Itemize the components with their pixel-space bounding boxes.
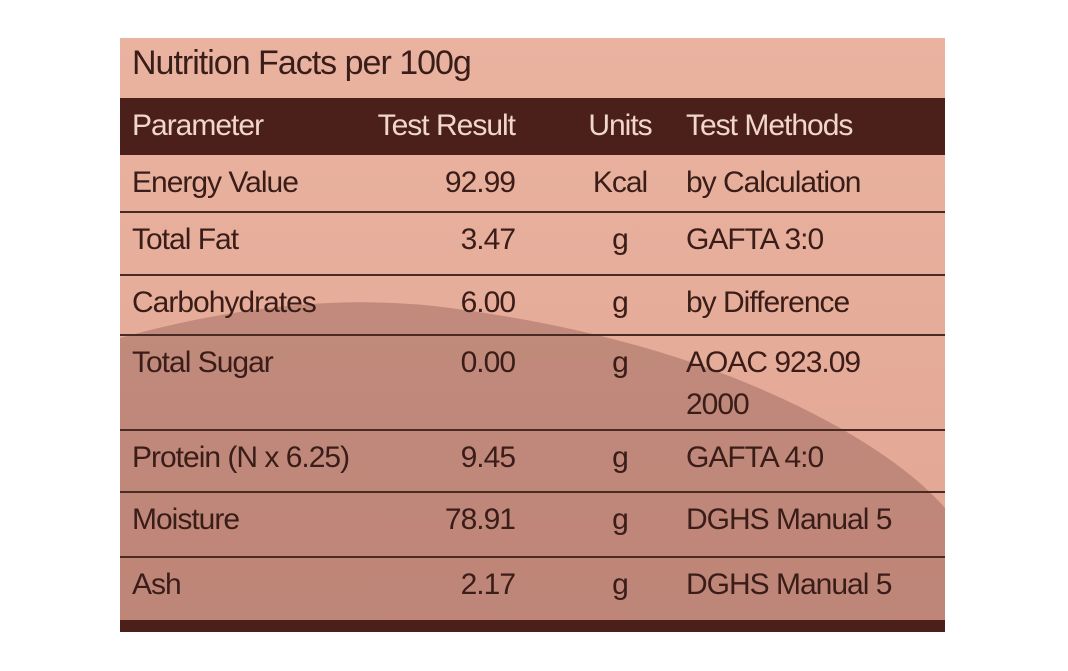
parameter: Total Fat xyxy=(132,223,239,256)
test-result: 6.00 xyxy=(460,286,516,319)
nutrition-label: Nutrition Facts per 100g Parameter Test R… xyxy=(120,38,945,632)
footer-bar xyxy=(120,620,945,632)
test-method: by Calculation xyxy=(686,166,861,199)
test-method: GAFTA 3:0 xyxy=(686,223,824,256)
test-method: by Difference xyxy=(686,286,850,319)
parameter: Ash xyxy=(132,568,182,601)
test-result: 78.91 xyxy=(444,503,516,536)
row-divider xyxy=(120,334,945,336)
test-result: 92.99 xyxy=(444,166,516,199)
unit: Kcal xyxy=(592,166,648,199)
row-divider xyxy=(120,556,945,558)
header-result: Test Result xyxy=(377,109,516,142)
header-methods: Test Methods xyxy=(686,109,853,142)
parameter: Energy Value xyxy=(132,166,299,199)
test-result: 0.00 xyxy=(460,346,516,379)
header-parameter: Parameter xyxy=(132,109,264,142)
header-units: Units xyxy=(588,109,652,142)
parameter: Total Sugar xyxy=(132,346,274,379)
test-result: 3.47 xyxy=(460,223,516,256)
row-divider xyxy=(120,274,945,276)
label-title: Nutrition Facts per 100g xyxy=(132,44,472,82)
parameter: Protein (N x 6.25) xyxy=(132,441,350,474)
row-divider xyxy=(120,211,945,213)
test-method: 2000 xyxy=(686,388,750,421)
unit: g xyxy=(612,441,629,474)
parameter: Carbohydrates xyxy=(132,286,317,319)
test-method: GAFTA 4:0 xyxy=(686,441,824,474)
test-result: 2.17 xyxy=(460,568,516,601)
row-divider xyxy=(120,491,945,493)
row-divider xyxy=(120,429,945,431)
unit: g xyxy=(612,568,629,601)
parameter: Moisture xyxy=(132,503,240,536)
test-method: DGHS Manual 5 xyxy=(686,568,892,601)
unit: g xyxy=(612,503,629,536)
header-bar xyxy=(120,98,945,155)
unit: g xyxy=(612,346,629,379)
test-result: 9.45 xyxy=(460,441,516,474)
unit: g xyxy=(612,223,629,256)
test-method: DGHS Manual 5 xyxy=(686,503,892,536)
unit: g xyxy=(612,286,629,319)
test-method: AOAC 923.09 xyxy=(686,346,861,379)
